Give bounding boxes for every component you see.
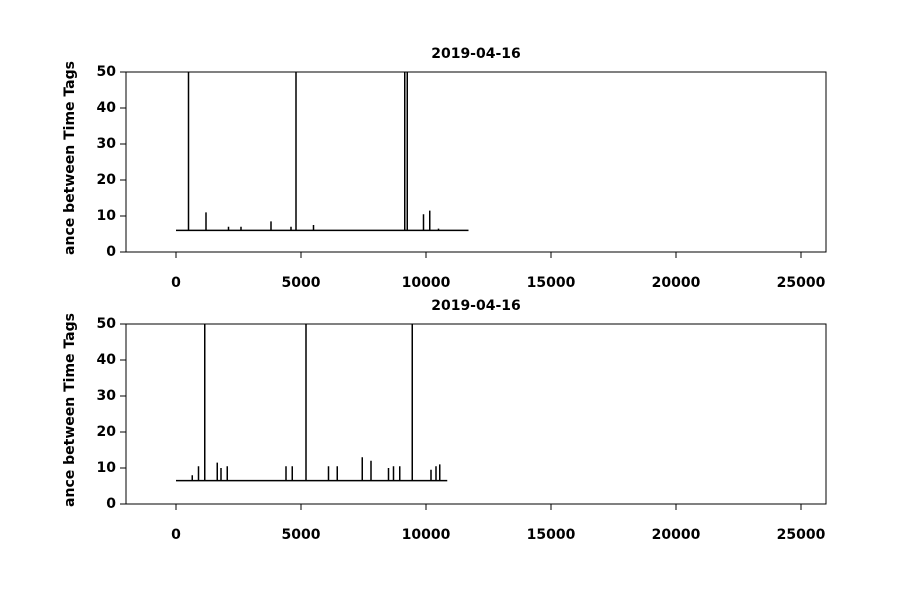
y-tick-label: 40 bbox=[97, 100, 117, 116]
chart-title: 2019-04-16 bbox=[431, 298, 521, 314]
y-tick-label: 40 bbox=[97, 352, 117, 368]
x-tick-label: 10000 bbox=[402, 275, 451, 291]
plot-frame bbox=[125, 71, 827, 253]
y-tick-label: 50 bbox=[97, 64, 117, 80]
x-tick-label: 10000 bbox=[402, 527, 451, 543]
x-tick-label: 15000 bbox=[527, 275, 576, 291]
y-tick-label: 0 bbox=[106, 244, 116, 260]
data-line bbox=[176, 72, 469, 232]
x-tick-label: 25000 bbox=[777, 275, 826, 291]
x-tick-label: 0 bbox=[171, 275, 181, 291]
chart-title: 2019-04-16 bbox=[431, 46, 521, 62]
plot-frame bbox=[125, 323, 827, 505]
y-tick-label: 30 bbox=[97, 136, 117, 152]
x-tick-label: 0 bbox=[171, 527, 181, 543]
y-axis-label: ance between Time Tags bbox=[62, 313, 78, 507]
y-tick-label: 10 bbox=[97, 460, 117, 476]
y-tick-label: 30 bbox=[97, 388, 117, 404]
x-tick-label: 20000 bbox=[652, 527, 701, 543]
x-tick-label: 5000 bbox=[282, 527, 321, 543]
y-tick-label: 20 bbox=[97, 424, 117, 440]
x-tick-label: 5000 bbox=[282, 275, 321, 291]
y-tick-label: 50 bbox=[97, 316, 117, 332]
y-tick-label: 0 bbox=[106, 496, 116, 512]
y-axis-label: ance between Time Tags bbox=[62, 61, 78, 255]
y-tick-label: 20 bbox=[97, 172, 117, 188]
y-tick-label: 10 bbox=[97, 208, 117, 224]
x-tick-label: 20000 bbox=[652, 275, 701, 291]
x-tick-label: 15000 bbox=[527, 527, 576, 543]
data-line bbox=[176, 324, 448, 482]
x-tick-label: 25000 bbox=[777, 527, 826, 543]
